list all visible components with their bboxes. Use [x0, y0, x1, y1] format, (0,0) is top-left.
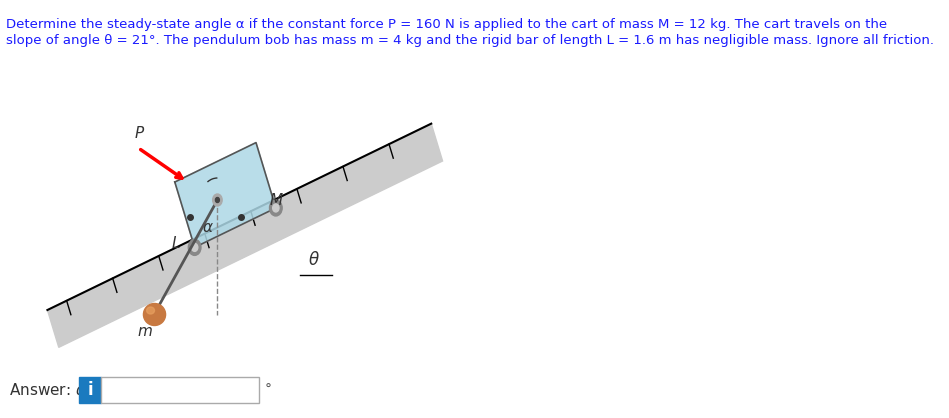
Text: $\theta$: $\theta$	[308, 251, 320, 269]
Text: Answer: $\alpha$ =: Answer: $\alpha$ =	[9, 382, 103, 398]
Circle shape	[188, 240, 201, 255]
Circle shape	[272, 204, 279, 212]
Text: $M$: $M$	[269, 192, 284, 208]
Text: i: i	[87, 381, 93, 399]
FancyBboxPatch shape	[79, 377, 102, 403]
Polygon shape	[47, 124, 442, 347]
Text: °: °	[265, 383, 271, 397]
Ellipse shape	[143, 303, 165, 326]
Circle shape	[215, 197, 219, 202]
Polygon shape	[175, 143, 276, 247]
Text: $P$: $P$	[135, 125, 145, 141]
Text: $m$: $m$	[137, 324, 153, 339]
Text: $L$: $L$	[171, 235, 180, 251]
Circle shape	[213, 194, 222, 206]
Text: $\alpha$: $\alpha$	[201, 220, 214, 235]
Circle shape	[192, 243, 197, 251]
FancyBboxPatch shape	[102, 377, 259, 403]
Text: slope of angle θ = 21°. The pendulum bob has mass m = 4 kg and the rigid bar of : slope of angle θ = 21°. The pendulum bob…	[7, 34, 935, 47]
Ellipse shape	[146, 307, 155, 314]
Circle shape	[270, 200, 282, 216]
Text: Determine the steady-state angle α if the constant force P = 160 N is applied to: Determine the steady-state angle α if th…	[7, 18, 887, 31]
